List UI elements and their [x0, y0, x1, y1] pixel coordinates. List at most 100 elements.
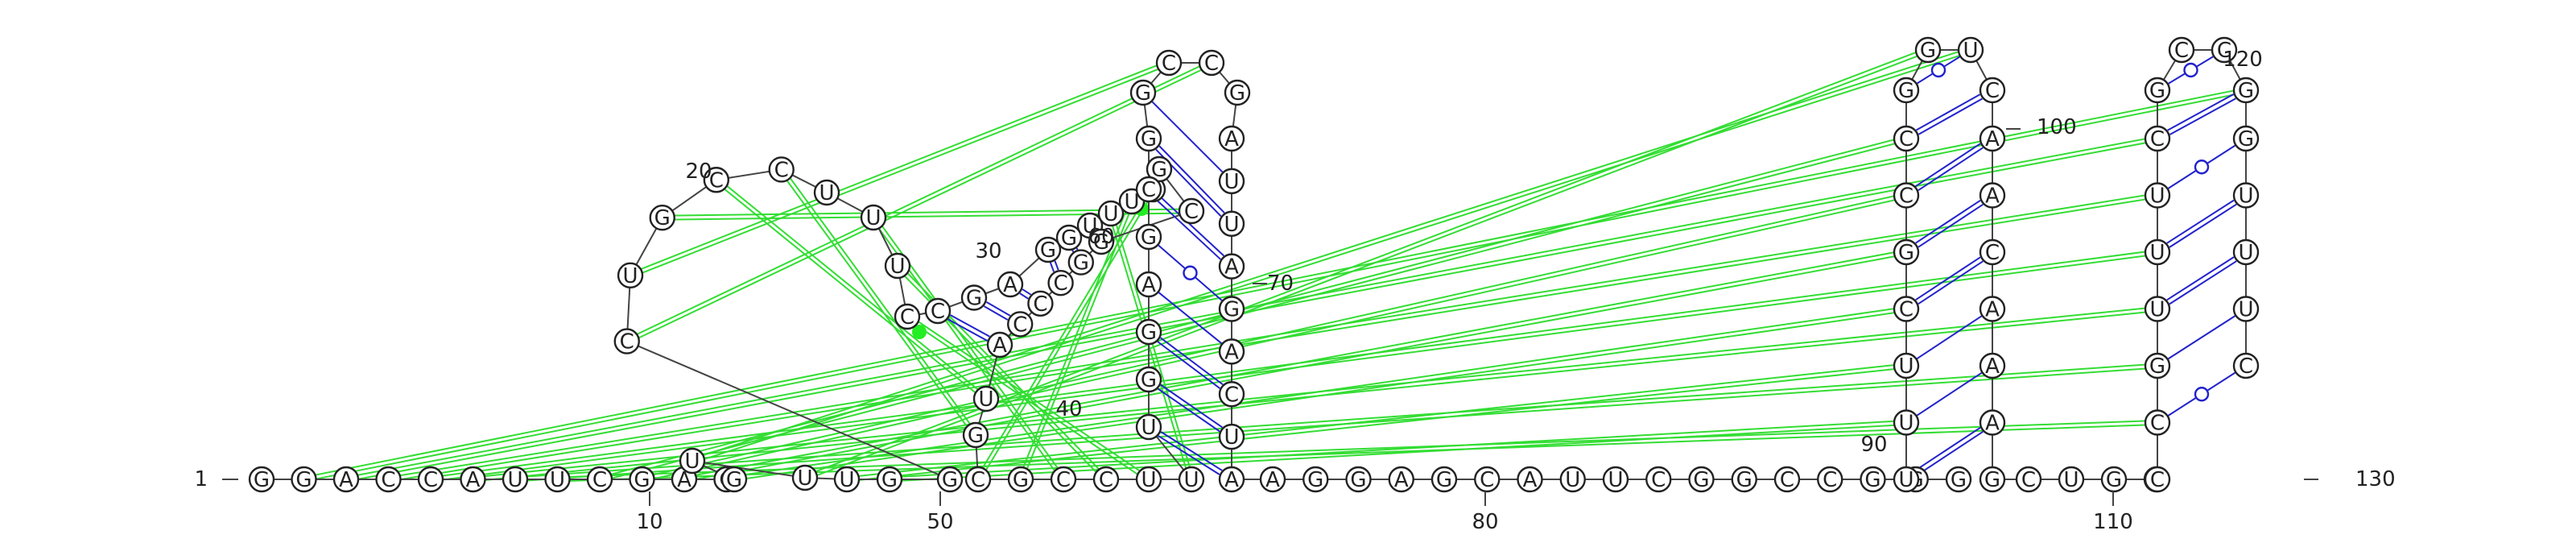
- svg-text:U: U: [1963, 39, 1978, 63]
- nucleotide: G: [962, 421, 989, 449]
- nucleotide: A: [1979, 296, 2006, 322]
- svg-text:G: G: [1141, 321, 1157, 345]
- svg-text:G: G: [2238, 79, 2254, 103]
- nucleotide: U: [1559, 466, 1586, 493]
- nucleotide: C: [1178, 197, 1205, 225]
- base-pair-bond: [1918, 260, 1984, 305]
- nucleotide: C: [375, 466, 402, 493]
- position-number: 110: [2093, 510, 2133, 534]
- position-number: 100: [2037, 115, 2077, 139]
- nucleotide: U: [972, 385, 1000, 412]
- svg-text:U: U: [2238, 241, 2253, 265]
- base-pair-bond: [1158, 145, 1225, 213]
- nucleotide: U: [1893, 409, 1920, 436]
- tertiary-interaction-line: [846, 363, 1906, 479]
- svg-text:A: A: [1985, 184, 2000, 209]
- base-pair-bond: [1918, 147, 1984, 192]
- position-number: 120: [2223, 48, 2263, 72]
- nucleotide: C: [964, 466, 992, 493]
- svg-text:G: G: [2106, 468, 2122, 492]
- position-number: 10: [636, 510, 663, 534]
- nucleotide: C: [1893, 125, 1920, 152]
- nucleotide: G: [1088, 228, 1115, 255]
- position-number: 50: [927, 510, 953, 534]
- nucleotide: G: [1146, 155, 1173, 183]
- svg-text:A: A: [1003, 273, 1018, 297]
- nucleotide: G: [1224, 79, 1251, 106]
- base-pair-bond: [2167, 315, 2236, 360]
- svg-text:G: G: [2238, 127, 2254, 151]
- nucleotide: C: [586, 466, 613, 493]
- nucleotide: U: [617, 262, 644, 289]
- nucleotide: U: [860, 204, 887, 231]
- base-pair-bond: [1075, 247, 1079, 251]
- svg-text:G: G: [254, 468, 270, 492]
- nucleotide: G: [629, 466, 655, 493]
- nucleotide: G: [1979, 466, 2006, 493]
- svg-text:G: G: [1984, 468, 2000, 492]
- svg-text:C: C: [931, 300, 945, 324]
- svg-text:C: C: [2150, 412, 2165, 436]
- nucleotide: C: [1979, 238, 2006, 266]
- nucleotide: G: [1731, 466, 1757, 493]
- svg-text:G: G: [654, 206, 671, 230]
- nucleotide: C: [1474, 466, 1501, 493]
- nucleotide: U: [813, 179, 840, 206]
- base-pair-bond: [950, 314, 990, 338]
- tertiary-interaction-line: [979, 189, 1155, 481]
- tertiary-interaction-line: [847, 367, 1907, 483]
- svg-text:C: C: [592, 468, 607, 492]
- tertiary-interaction-layer: [303, 47, 2247, 483]
- nucleotide: G: [1067, 249, 1095, 276]
- nucleotide: G: [960, 284, 988, 311]
- backbone-segment: [691, 460, 806, 479]
- svg-text:A: A: [1224, 340, 1239, 364]
- nucleotide: C: [1135, 176, 1162, 203]
- svg-text:G: G: [1040, 238, 1056, 263]
- nucleotide: A: [1388, 466, 1414, 493]
- base-pair-bond: [1159, 337, 1224, 386]
- nucleotide: G: [2144, 77, 2171, 104]
- nucleotide: A: [986, 331, 1013, 359]
- svg-text:G: G: [1350, 468, 1366, 492]
- svg-text:C: C: [1899, 127, 1913, 151]
- svg-text:G: G: [1864, 468, 1880, 492]
- base-pair-bond: [1915, 143, 1981, 188]
- noncanonical-pair-marker: [2183, 62, 2198, 78]
- tertiary-interaction-line: [726, 309, 1907, 483]
- svg-text:A: A: [1265, 468, 1280, 492]
- nucleotide: U: [2144, 238, 2171, 266]
- noncanonical-pair-marker: [1930, 62, 1946, 78]
- svg-text:U: U: [2063, 468, 2079, 492]
- svg-text:G: G: [1229, 81, 1245, 106]
- svg-text:U: U: [623, 264, 638, 288]
- svg-text:A: A: [1985, 127, 2000, 151]
- svg-text:U: U: [890, 255, 905, 279]
- nucleotide: C: [703, 167, 730, 193]
- nucleotide: C: [2144, 409, 2171, 436]
- nucleotide: C: [1050, 466, 1077, 493]
- nucleotide: U: [544, 466, 571, 493]
- base-pair-bond: [1022, 288, 1032, 296]
- nucleotide: C: [417, 466, 444, 493]
- nucleotide: U: [2144, 182, 2171, 209]
- nucleotide: U: [1218, 210, 1245, 237]
- svg-text:C: C: [381, 468, 395, 492]
- tertiary-interaction-line: [716, 177, 989, 398]
- tertiary-interaction-line: [641, 193, 1906, 479]
- svg-text:G: G: [1141, 226, 1157, 250]
- nucleotide: U: [833, 466, 861, 493]
- base-pair-bond: [1918, 203, 1984, 248]
- nucleotide: U: [1602, 466, 1629, 493]
- base-pair-bond: [1160, 431, 1223, 471]
- svg-text:C: C: [1162, 52, 1176, 76]
- svg-text:C: C: [1480, 468, 1494, 492]
- nucleotide: G: [876, 466, 903, 493]
- svg-text:G: G: [1141, 127, 1157, 151]
- tertiary-interaction-line: [726, 306, 1906, 479]
- nucleotide: G: [1034, 236, 1062, 263]
- base-pair-bond: [1019, 292, 1029, 300]
- svg-text:U: U: [1224, 170, 1239, 194]
- svg-text:U: U: [1224, 425, 1239, 450]
- base-pair-bond: [985, 301, 1011, 317]
